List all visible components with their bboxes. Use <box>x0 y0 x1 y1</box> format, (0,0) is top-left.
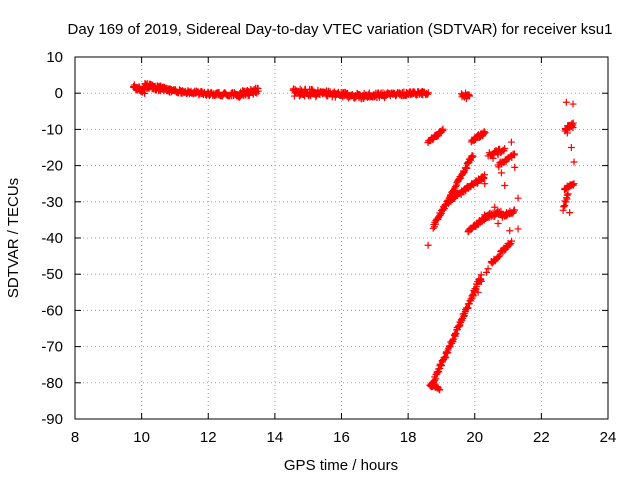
data-point <box>501 182 509 190</box>
y-tick-label: -10 <box>41 121 63 138</box>
data-point <box>497 169 505 177</box>
data-point <box>474 288 482 296</box>
data-point <box>563 129 571 137</box>
x-tick-label: 20 <box>466 429 483 446</box>
y-tick-label: 0 <box>55 85 63 102</box>
data-point <box>434 384 442 392</box>
data-point <box>469 152 477 160</box>
data-point <box>563 191 571 199</box>
data-point <box>568 120 576 128</box>
x-tick-label: 8 <box>71 429 79 446</box>
data-point <box>562 98 570 106</box>
data-point <box>567 144 575 151</box>
data-point <box>501 246 509 254</box>
y-tick-label: -90 <box>41 411 63 428</box>
grid <box>75 57 608 419</box>
y-tick-label: -50 <box>41 266 63 283</box>
y-tick-label: 10 <box>46 49 63 66</box>
data-point <box>480 128 488 136</box>
data-point <box>446 343 454 351</box>
data-point <box>569 100 577 108</box>
data-point <box>494 151 502 159</box>
x-axis-label: GPS time / hours <box>284 457 398 474</box>
data-point <box>477 277 485 285</box>
data-point <box>569 181 577 189</box>
data-point <box>245 91 253 99</box>
data-point <box>429 224 437 232</box>
data-points <box>130 80 578 394</box>
data-point <box>487 258 495 266</box>
x-tick-label: 12 <box>200 429 217 446</box>
data-point <box>469 290 477 298</box>
y-tick-label: -40 <box>41 230 63 247</box>
data-point <box>141 89 149 97</box>
data-point <box>435 368 443 376</box>
data-point <box>424 89 432 97</box>
x-tick-label: 24 <box>600 429 617 446</box>
x-tick-label: 14 <box>267 429 284 446</box>
y-axis-label: SDTVAR / TECUs <box>5 178 22 298</box>
data-point <box>508 237 516 245</box>
data-point <box>504 239 512 247</box>
data-point <box>491 210 499 218</box>
data-point <box>514 194 522 202</box>
data-point <box>443 349 451 357</box>
data-point <box>481 129 489 137</box>
data-point <box>473 179 481 187</box>
data-point <box>254 87 262 95</box>
data-point <box>482 268 490 276</box>
data-point <box>436 386 444 394</box>
y-tick-label: -20 <box>41 158 63 175</box>
data-point <box>339 93 347 101</box>
data-point <box>511 206 519 214</box>
data-point <box>570 158 578 166</box>
data-point <box>511 163 519 171</box>
x-tick-label: 22 <box>533 429 550 446</box>
data-point <box>559 206 567 214</box>
data-point <box>511 150 519 158</box>
axes: 8 10 12 14 16 18 20 22 24 10 0 -10 -20 -30 -40 -50 -60 -7… <box>41 49 616 446</box>
data-point <box>452 182 460 190</box>
data-point <box>506 227 514 235</box>
x-tick-label: 16 <box>333 429 350 446</box>
data-point <box>564 190 572 198</box>
x-tick-label: 10 <box>133 429 150 446</box>
data-point <box>569 124 577 132</box>
chart-title: Day 169 of 2019, Sidereal Day-to-day VTE… <box>68 21 613 38</box>
y-tick-label: -60 <box>41 302 63 319</box>
data-point <box>507 138 515 146</box>
data-point <box>477 271 485 279</box>
data-point <box>496 251 504 259</box>
y-tick-label: -30 <box>41 194 63 211</box>
data-point <box>501 144 509 152</box>
data-point <box>464 91 472 99</box>
data-point <box>494 220 502 228</box>
data-point <box>424 241 432 249</box>
data-point <box>437 211 445 219</box>
data-point <box>439 125 447 133</box>
data-point <box>462 95 470 103</box>
y-tick-label: -80 <box>41 375 63 392</box>
x-tick-label: 18 <box>400 429 417 446</box>
data-point <box>570 180 578 188</box>
data-point <box>491 203 499 211</box>
data-point <box>460 168 468 176</box>
data-point <box>480 171 488 179</box>
data-point <box>489 154 497 162</box>
data-point <box>457 174 465 182</box>
y-tick-label: -70 <box>41 339 63 356</box>
data-point <box>514 225 522 233</box>
data-point <box>468 153 476 161</box>
data-point <box>566 209 574 217</box>
data-point <box>495 253 503 261</box>
data-point <box>502 209 510 217</box>
data-point <box>481 180 489 188</box>
data-point <box>437 362 445 370</box>
data-point <box>560 203 568 211</box>
data-point <box>484 265 492 273</box>
